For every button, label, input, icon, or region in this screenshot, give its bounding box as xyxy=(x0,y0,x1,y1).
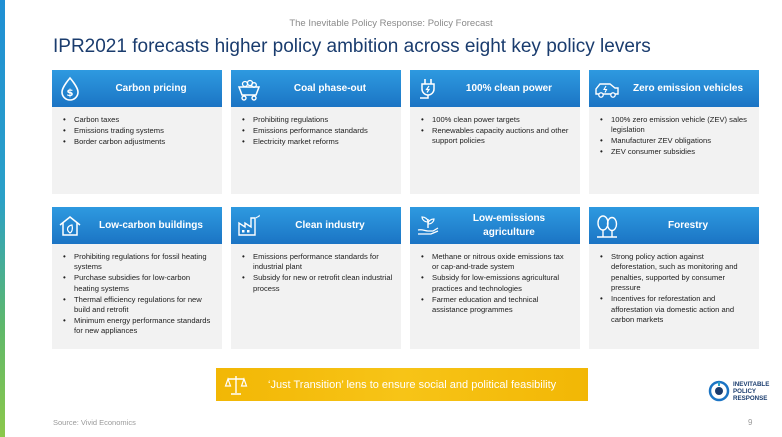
coal-cart-icon xyxy=(231,70,267,107)
list-item: Incentives for reforestation and affores… xyxy=(599,294,751,325)
list-item: Purchase subsidies for low-carbon heatin… xyxy=(62,273,214,294)
list-item: Prohibiting regulations for fossil heati… xyxy=(62,252,214,273)
list-item: Emissions performance standards xyxy=(241,126,393,137)
list-item: Methane or nitrous oxide emissions tax o… xyxy=(420,252,572,273)
scales-icon xyxy=(216,368,256,401)
list-item: Thermal efficiency regulations for new b… xyxy=(62,295,214,316)
source-note: Source: Vivid Economics xyxy=(53,418,136,427)
card-header: Forestry xyxy=(589,207,759,244)
card-header: Coal phase-out xyxy=(231,70,401,107)
card-title: Low-emissions agriculture xyxy=(472,212,546,238)
card-title: Carbon pricing xyxy=(115,82,187,94)
list-item: Strong policy action against deforestati… xyxy=(599,252,751,294)
trees-icon xyxy=(589,207,625,244)
plant-in-hand-icon xyxy=(410,207,446,244)
svg-text:$: $ xyxy=(67,88,74,99)
just-transition-banner: ‘Just Transition’ lens to ensure social … xyxy=(216,368,588,401)
card-title: Clean industry xyxy=(295,219,365,231)
card-header: 100% clean power xyxy=(410,70,580,107)
card-low-carbon-buildings: Low-carbon buildings Prohibiting regulat… xyxy=(52,207,222,349)
card-title: Low-carbon buildings xyxy=(99,219,203,231)
card-zero-emission-vehicles: Zero emission vehicles 100% zero emissio… xyxy=(589,70,759,194)
ipr-logo: INEVITABLE POLICY RESPONSE xyxy=(708,376,774,406)
card-carbon-pricing: $ Carbon pricing Carbon taxes Emissions … xyxy=(52,70,222,194)
card-title: 100% clean power xyxy=(465,82,553,94)
list-item: 100% clean power targets xyxy=(420,115,572,126)
left-accent-bar xyxy=(0,0,5,437)
list-item: ZEV consumer subsidies xyxy=(599,147,751,158)
logo-line: POLICY xyxy=(733,387,757,395)
card-header: Clean industry xyxy=(231,207,401,244)
card-title: Zero emission vehicles xyxy=(632,82,744,94)
card-coal-phase-out: Coal phase-out Prohibiting regulations E… xyxy=(231,70,401,194)
card-clean-industry: Clean industry Emissions performance sta… xyxy=(231,207,401,349)
logo-line: INEVITABLE xyxy=(733,380,770,388)
list-item: Farmer education and technical assistanc… xyxy=(420,295,572,316)
card-header: $ Carbon pricing xyxy=(52,70,222,107)
banner-text: ‘Just Transition’ lens to ensure social … xyxy=(268,378,557,391)
card-header: Low-emissions agriculture xyxy=(410,207,580,244)
card-forestry: Forestry Strong policy action against de… xyxy=(589,207,759,349)
list-item: Subsidy for new or retrofit clean indust… xyxy=(241,273,393,294)
list-item: Carbon taxes xyxy=(62,115,214,126)
list-item: Minimum energy performance standards for… xyxy=(62,316,214,337)
logo-line: RESPONSE xyxy=(733,394,768,402)
eco-house-icon xyxy=(52,207,88,244)
card-clean-power: 100% clean power 100% clean power target… xyxy=(410,70,580,194)
card-header: Low-carbon buildings xyxy=(52,207,222,244)
list-item: 100% zero emission vehicle (ZEV) sales l… xyxy=(599,115,751,136)
card-title: Forestry xyxy=(667,219,708,231)
logo-mark-icon xyxy=(708,380,730,402)
page-title: IPR2021 forecasts higher policy ambition… xyxy=(53,36,651,57)
list-item: Renewables capacity auctions and other s… xyxy=(420,126,572,147)
factory-icon xyxy=(231,207,267,244)
money-drop-icon: $ xyxy=(52,70,88,107)
list-item: Border carbon adjustments xyxy=(62,137,214,148)
page-number: 9 xyxy=(748,418,753,427)
power-plug-icon xyxy=(410,70,446,107)
list-item: Prohibiting regulations xyxy=(241,115,393,126)
list-item: Emissions performance standards for indu… xyxy=(241,252,393,273)
list-item: Electricity market reforms xyxy=(241,137,393,148)
card-header: Zero emission vehicles xyxy=(589,70,759,107)
electric-car-icon xyxy=(589,70,625,107)
card-title: Coal phase-out xyxy=(293,82,367,94)
logo-text: INEVITABLE POLICY RESPONSE xyxy=(733,381,769,402)
slide-header: The Inevitable Policy Response: Policy F… xyxy=(289,18,493,29)
list-item: Emissions trading systems xyxy=(62,126,214,137)
list-item: Manufacturer ZEV obligations xyxy=(599,136,751,147)
list-item: Subsidy for low-emissions agricultural p… xyxy=(420,273,572,294)
card-low-emissions-agriculture: Low-emissions agriculture Methane or nit… xyxy=(410,207,580,349)
